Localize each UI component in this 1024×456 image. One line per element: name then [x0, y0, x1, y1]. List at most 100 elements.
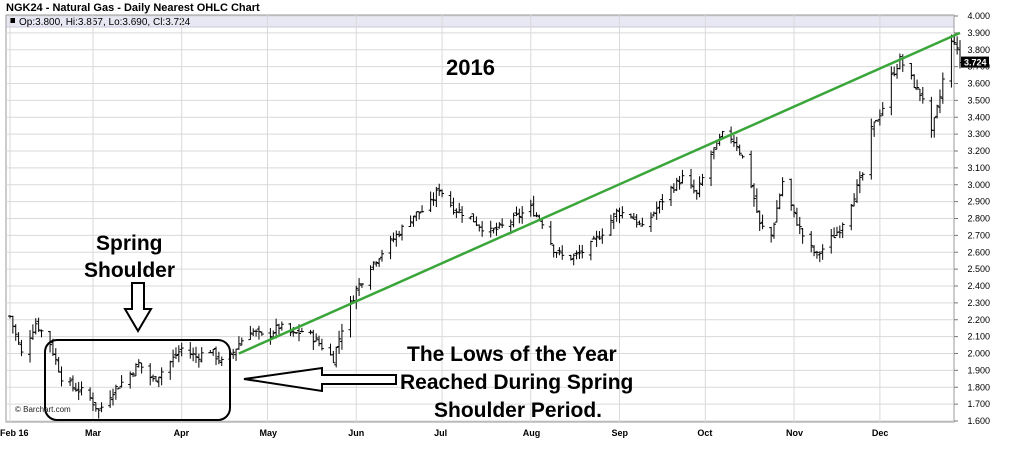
- ohlc-bar: [471, 213, 476, 223]
- ohlc-bar: [660, 194, 665, 210]
- ohlc-bar: [534, 212, 539, 218]
- ohlc-bar: [119, 375, 124, 388]
- ohlc-bar: [640, 217, 645, 227]
- spring-shoulder-label-line2: Shoulder: [84, 259, 175, 282]
- ohlc-bar: [897, 53, 902, 70]
- ohlc-bar: [90, 392, 95, 412]
- ohlc-bar: [319, 338, 324, 351]
- ohlc-bar: [837, 225, 842, 239]
- ohlc-bar: [248, 325, 253, 341]
- ohlc-bar: [697, 176, 702, 198]
- ohlc-bar: [39, 329, 44, 338]
- x-tick-label: Jul: [434, 428, 447, 438]
- y-tick-label: 2.500: [967, 264, 990, 274]
- ohlc-bar: [359, 283, 364, 288]
- ohlc-bar: [949, 34, 954, 88]
- ohlc-bar: [940, 72, 945, 104]
- ohlc-bar: [76, 381, 81, 401]
- ohlc-bar: [256, 325, 261, 340]
- ohlc-bar: [397, 230, 402, 238]
- ohlc-bar: [451, 197, 456, 215]
- ohlc-bar: [214, 346, 219, 366]
- ohlc-bar: [915, 79, 920, 91]
- ohlc-bar: [188, 341, 193, 359]
- ohlc-bar: [219, 356, 224, 367]
- y-tick-label: 3.900: [967, 28, 990, 38]
- ohlc-bar: [531, 195, 536, 217]
- ohlc-bar: [834, 226, 839, 237]
- y-tick-label: 2.600: [967, 247, 990, 257]
- ohlc-bar: [614, 208, 619, 222]
- ohlc-bar: [580, 244, 585, 259]
- ohlc-bar: [935, 104, 940, 119]
- lows-annotation-line1: The Lows of the Year: [407, 343, 617, 366]
- series-marker-icon: [10, 18, 15, 23]
- ohlc-bar: [153, 376, 158, 382]
- ohlc-bar: [417, 211, 422, 220]
- ohlc-bar: [13, 324, 18, 341]
- ohlc-bar: [131, 372, 136, 378]
- last-price-box: [961, 56, 989, 68]
- ohlc-bar: [334, 346, 339, 368]
- y-axis: 4.0003.9003.8003.7003.6003.5003.4003.300…: [954, 11, 990, 426]
- x-tick-label: May: [260, 428, 278, 438]
- y-tick-label: 2.200: [967, 315, 990, 325]
- lows-annotation-line3: Shoulder Period.: [434, 399, 602, 422]
- left-arrow-icon: [243, 366, 397, 393]
- ohlc-bar: [869, 118, 874, 180]
- ohlc-bar: [176, 345, 181, 363]
- ohlc-bar: [454, 208, 459, 219]
- ohlc-bar: [668, 185, 673, 207]
- ohlc-bar: [434, 186, 439, 208]
- ohlc-bar: [468, 215, 473, 220]
- ohlc-bar: [611, 212, 616, 230]
- ohlc-bar: [28, 330, 33, 363]
- ohlc-bar: [820, 244, 825, 260]
- ohlc-bar: [317, 335, 322, 347]
- ohlc-bar: [171, 349, 176, 368]
- y-tick-label: 3.100: [967, 163, 990, 173]
- ohlc-bar: [789, 178, 794, 211]
- ohlc-bar: [339, 323, 344, 350]
- ohlc-bar: [631, 213, 636, 220]
- ohlc-bar: [193, 346, 198, 363]
- ohlc-bar: [294, 332, 299, 334]
- ohlc-bar: [557, 247, 562, 256]
- ohlc-bars: [8, 34, 962, 419]
- ohlc-bar: [637, 220, 642, 226]
- ohlc-bar: [179, 342, 184, 357]
- ohlc-bar: [391, 232, 396, 243]
- ohlc-bar: [600, 228, 605, 244]
- ohlc-bar: [111, 388, 116, 406]
- ohlc-bar: [574, 250, 579, 260]
- ohlc-bar: [754, 188, 759, 213]
- ohlc-bar: [857, 171, 862, 194]
- x-tick-label: Sep: [611, 428, 628, 438]
- ohlc-bar: [96, 408, 101, 419]
- x-tick-label: Apr: [174, 428, 190, 438]
- ohlc-bar: [99, 402, 104, 413]
- y-tick-label: 1.600: [967, 416, 990, 426]
- ohlc-bar: [299, 327, 304, 333]
- ohlc-bar: [79, 381, 84, 396]
- ohlc-bar: [520, 206, 525, 224]
- ohlc-bar: [400, 224, 405, 241]
- ohlc-bar: [480, 221, 485, 237]
- ohlc-bar: [751, 183, 756, 207]
- ohlc-bar: [371, 261, 376, 271]
- ohlc-bar: [680, 169, 685, 184]
- ohlc-bar: [156, 376, 161, 388]
- ohlc-bar: [151, 374, 156, 382]
- ohlc-bar: [33, 318, 38, 335]
- ohlc-bar: [608, 214, 613, 236]
- ohlc-bar: [829, 228, 834, 254]
- ohlc-bar: [849, 203, 854, 231]
- x-tick-label: Oct: [697, 428, 712, 438]
- ohlc-bar: [113, 384, 118, 400]
- ohlc-bar: [36, 317, 41, 332]
- ohlc-bar: [872, 121, 877, 137]
- ohlc-bar: [254, 329, 259, 337]
- ohlc-bar: [500, 218, 505, 229]
- ohlc-bar: [917, 88, 922, 102]
- ohlc-bar: [700, 173, 705, 186]
